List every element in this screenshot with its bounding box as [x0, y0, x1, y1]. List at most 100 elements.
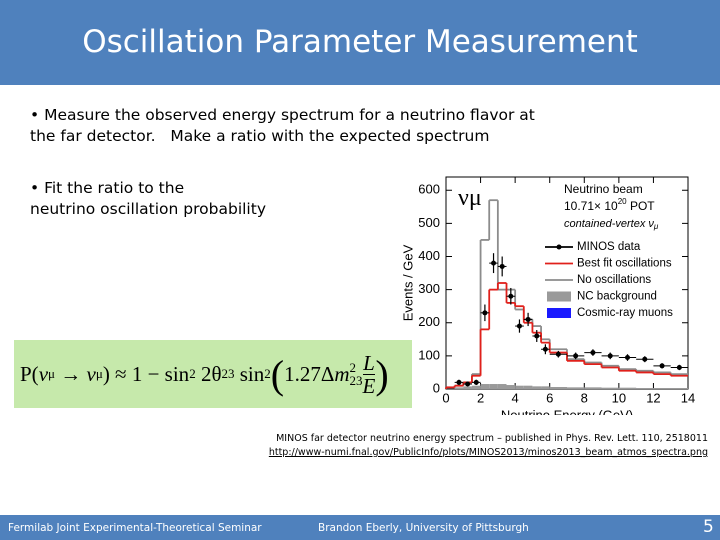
histogram-bar	[601, 387, 619, 389]
histogram-bar	[463, 386, 472, 389]
bullet: • Fit the ratio to the neutrino oscillati…	[30, 178, 266, 220]
data-point	[482, 310, 488, 316]
annotation-part: POT	[627, 199, 656, 213]
data-point	[525, 316, 531, 322]
source-link[interactable]: http://www-numi.fnal.gov/PublicInfo/plot…	[268, 447, 708, 458]
formula-part: 23	[221, 366, 235, 381]
footer: Fermilab Joint Experimental-Theoretical …	[0, 515, 720, 540]
formula: P(ν μ → ν μ) ≈ 1 − sin 2 2θ 23 sin 2(1.27Δ m 2 2…	[14, 340, 412, 408]
chart: 0 2 4 6 8 10 12 14 0 100 200 300 400 500 600 Neutrino E…	[400, 176, 695, 415]
legend-label: Cosmic-ray muons	[577, 307, 673, 319]
bullet: • Measure the observed energy spectrum f…	[30, 105, 535, 147]
y-tick-label: 600	[418, 182, 440, 197]
data-point	[590, 350, 596, 356]
formula-part: ν	[38, 361, 49, 386]
formula-part: ) ≈ 1 − sin	[102, 361, 190, 386]
data-point	[573, 353, 579, 359]
legend-swatch	[556, 244, 562, 250]
annotation: νμ	[458, 185, 482, 211]
data-point	[456, 379, 462, 385]
histogram-bar	[489, 384, 498, 389]
formula-part: 23	[349, 373, 363, 388]
formula-part: μ	[48, 366, 55, 381]
legend-swatch	[547, 291, 571, 302]
script: 2 23	[350, 361, 363, 387]
footer-center: Brandon Eberly, University of Pittsburgh	[318, 522, 529, 534]
y-tick-label: 200	[418, 314, 440, 329]
data-point	[659, 363, 665, 369]
y-tick-label: 400	[418, 248, 440, 263]
bullet-line: • Fit the ratio to the	[30, 179, 185, 197]
x-tick-label: 14	[681, 390, 695, 405]
footer-left: Fermilab Joint Experimental-Theoretical …	[8, 522, 262, 534]
legend-swatch	[547, 308, 571, 318]
formula-part: 2	[349, 360, 357, 375]
data-point	[465, 381, 471, 387]
data-point	[555, 351, 561, 357]
histogram-bar	[515, 385, 524, 389]
y-tick-label: 0	[433, 380, 440, 395]
paren: (	[270, 351, 285, 397]
annotation: contained-vertex νμ	[564, 218, 659, 231]
data-point	[499, 263, 505, 269]
formula-part: →	[55, 361, 87, 386]
caption-line: MINOS far detector neutrino energy spect…	[276, 433, 708, 444]
bullet-line: neutrino oscillation probability	[30, 200, 266, 218]
x-tick-label: 12	[646, 390, 660, 405]
data-point	[508, 293, 514, 299]
annotation: Neutrino beam	[564, 182, 643, 196]
histogram-bar	[618, 387, 637, 389]
paren: )	[375, 351, 389, 397]
formula-part: sin	[234, 361, 265, 386]
formula-part: E	[362, 373, 376, 398]
x-tick-label: 8	[581, 390, 588, 405]
data-point	[534, 333, 540, 339]
annotation-part: contained-vertex ν	[564, 218, 654, 230]
annotation-part: μ	[653, 222, 659, 231]
annotation-part: μ	[469, 185, 482, 211]
data-point	[542, 346, 548, 352]
formula-part: 2θ	[195, 361, 222, 386]
x-axis-label: Neutrino Energy (GeV)	[501, 407, 633, 415]
histogram-bar	[471, 385, 481, 389]
y-axis-label: Events / GeV	[400, 244, 415, 321]
x-tick-label: 4	[512, 390, 519, 405]
x-tick-label: 0	[442, 390, 449, 405]
histogram-bar	[480, 384, 490, 389]
x-tick-label: 10	[612, 390, 626, 405]
legend-label: Best fit oscillations	[577, 258, 672, 270]
formula-part: 2	[189, 366, 196, 381]
legend-label: MINOS data	[577, 241, 641, 253]
legend-label: No oscillations	[577, 274, 651, 286]
y-tick-label: 100	[418, 347, 440, 362]
data-point	[516, 323, 522, 329]
histogram-bar	[532, 386, 542, 389]
histogram-bar	[584, 387, 602, 389]
data-point	[676, 364, 682, 370]
formula-part: ν	[86, 361, 96, 386]
bullet-line: the far detector. Make a ratio with the …	[30, 127, 490, 145]
formula-part: μ	[95, 366, 103, 381]
legend-label: NC background	[577, 291, 657, 303]
bullet-line: • Measure the observed energy spectrum f…	[30, 106, 535, 124]
page-number: 5	[703, 517, 714, 537]
formula-part: L	[363, 350, 375, 375]
formula-part: 2	[264, 366, 271, 381]
annotation-part: 20	[618, 197, 627, 206]
data-point	[625, 355, 630, 361]
y-tick-label: 500	[418, 215, 440, 230]
data-point	[473, 379, 479, 385]
x-tick-label: 2	[477, 390, 484, 405]
histogram-bar	[670, 388, 688, 389]
annotation-part: ν	[458, 185, 469, 211]
histogram-bar	[454, 387, 464, 389]
data-point	[607, 353, 613, 359]
annotation: 10.71× 1020 POT	[564, 197, 655, 213]
caption: MINOS far detector neutrino energy spect…	[269, 432, 708, 460]
slide-title: Oscillation Parameter Measurement	[0, 0, 720, 85]
data-point	[491, 260, 497, 266]
formula-part: m	[334, 361, 350, 386]
y-tick-label: 300	[418, 281, 440, 296]
